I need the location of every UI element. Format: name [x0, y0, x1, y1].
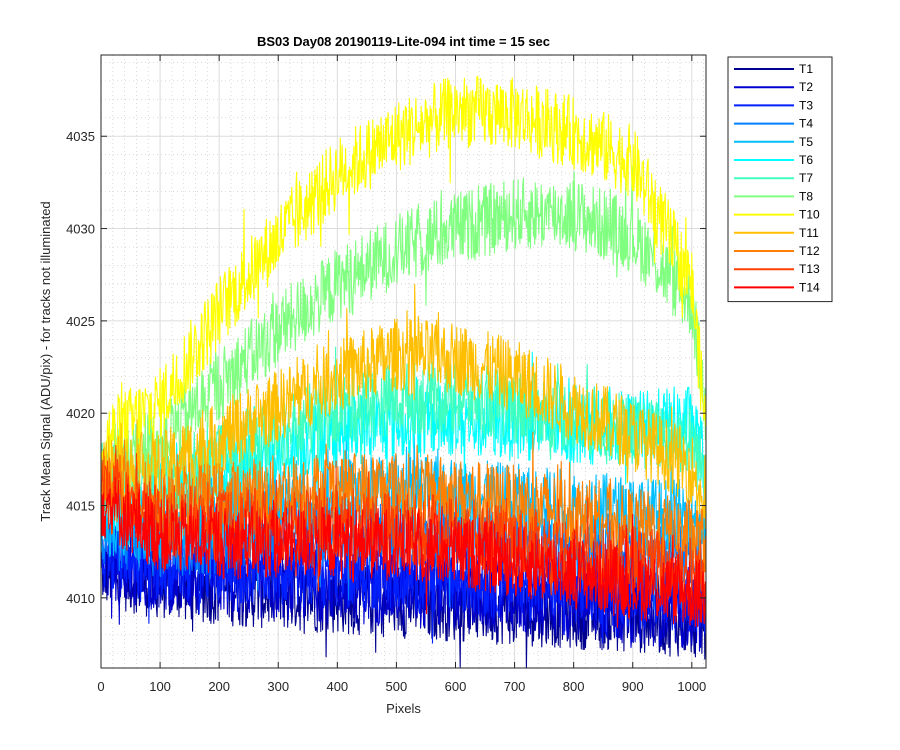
legend-box: [727, 56, 833, 303]
legend-entry-T10: T10: [734, 208, 820, 222]
series-line-T2: [100, 521, 707, 652]
y-tick-labels: 4010 4015 4020 4025 4030 4035: [66, 129, 95, 606]
chart-title: BS03 Day08 20190119-Lite-094 int time = …: [257, 34, 550, 49]
legend-items: T1 T2 T3 T4 T5 T6 T7 T8 T10 T11 T12 T13 T14: [734, 62, 820, 294]
y-tick-label: 4025: [66, 314, 95, 329]
legend-entry-T14: T14: [734, 280, 820, 294]
legend-entry-T13: T13: [734, 262, 820, 276]
x-tick-label: 400: [326, 679, 348, 694]
series-line-T11: [100, 283, 707, 530]
legend-label: T1: [799, 62, 813, 76]
legend-label: T10: [799, 208, 820, 222]
legend-label: T4: [799, 117, 813, 131]
series-line-T14: [100, 476, 707, 630]
y-tick-label: 4030: [66, 222, 95, 237]
legend-label: T8: [799, 189, 813, 203]
legend-entry-T6: T6: [734, 153, 813, 167]
legend-label: T5: [799, 135, 813, 149]
y-tick-label: 4035: [66, 129, 95, 144]
legend-entry-T7: T7: [734, 171, 813, 185]
legend-entry-T4: T4: [734, 117, 813, 131]
series-line-T12: [100, 431, 707, 580]
legend: T1 T2 T3 T4 T5 T6 T7 T8 T10 T11 T12 T13 T14: [727, 56, 833, 303]
legend-entry-T11: T11: [734, 226, 819, 240]
legend-label: T6: [799, 153, 813, 167]
legend-entry-T3: T3: [734, 98, 813, 112]
y-axis-label: Track Mean Signal (ADU/pix) - for tracks…: [38, 201, 53, 521]
x-tick-label: 300: [267, 679, 289, 694]
legend-label: T13: [799, 262, 820, 276]
x-axis-label: Pixels: [386, 701, 421, 716]
legend-entry-T8: T8: [734, 189, 813, 203]
series-line-T8: [100, 166, 707, 502]
legend-label: T7: [799, 171, 813, 185]
legend-entry-T2: T2: [734, 80, 813, 94]
x-tick-label: 800: [563, 679, 585, 694]
legend-label: T12: [799, 244, 820, 258]
x-tick-label: 100: [149, 679, 171, 694]
legend-entry-T1: T1: [734, 62, 813, 76]
plot-frame: [100, 54, 707, 669]
legend-label: T2: [799, 80, 813, 94]
x-tick-label: 1000: [677, 679, 706, 694]
x-tick-label: 200: [208, 679, 230, 694]
series-line-T10: [100, 75, 707, 472]
legend-entry-T5: T5: [734, 135, 813, 149]
y-tick-label: 4010: [66, 591, 95, 606]
legend-entry-T12: T12: [734, 244, 820, 258]
x-tick-label: 600: [445, 679, 467, 694]
x-tick-label: 500: [386, 679, 408, 694]
axis-ticks: [100, 55, 706, 668]
x-tick-label: 0: [97, 679, 104, 694]
y-tick-label: 4015: [66, 499, 95, 514]
y-tick-label: 4020: [66, 406, 95, 421]
x-tick-labels: 0 100 200 300 400 500 600 700 800 900 1000: [97, 679, 706, 694]
legend-label: T11: [799, 226, 819, 240]
x-tick-label: 700: [504, 679, 526, 694]
legend-label: T3: [799, 98, 813, 112]
legend-label: T14: [799, 280, 820, 294]
x-tick-label: 900: [622, 679, 644, 694]
series-lines: [100, 75, 707, 669]
